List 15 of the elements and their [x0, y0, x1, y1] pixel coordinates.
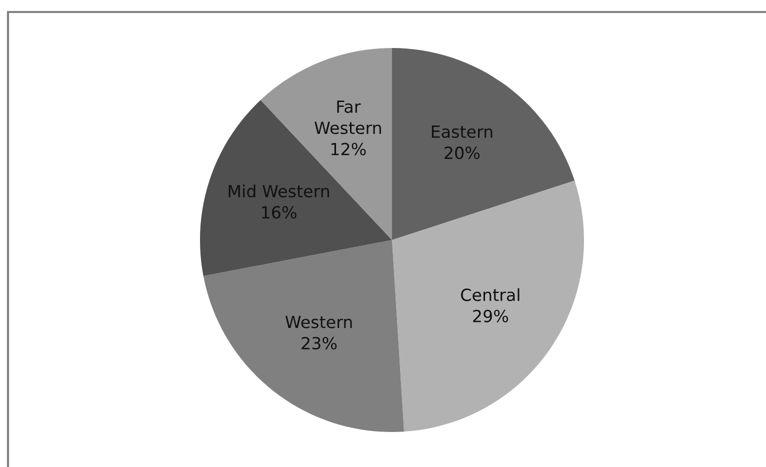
- slice-label: Mid Western: [228, 184, 329, 198]
- pie-slice: [392, 48, 575, 240]
- pie-slice: [203, 240, 404, 432]
- data-label: 29%: [473, 310, 508, 322]
- slice-label: Western: [285, 316, 352, 328]
- pie-slice: [260, 48, 392, 240]
- data-label: 23%: [302, 336, 337, 350]
- pie-slice: [392, 180, 584, 432]
- data-label: 20%: [444, 146, 480, 160]
- data-label: 12%: [331, 142, 366, 156]
- pie-slice: [200, 100, 392, 276]
- data-label: 16%: [262, 206, 296, 219]
- slice-label: Far Western: [314, 100, 381, 134]
- slice-label: Central: [461, 288, 520, 302]
- slice-label: Eastern: [432, 126, 492, 138]
